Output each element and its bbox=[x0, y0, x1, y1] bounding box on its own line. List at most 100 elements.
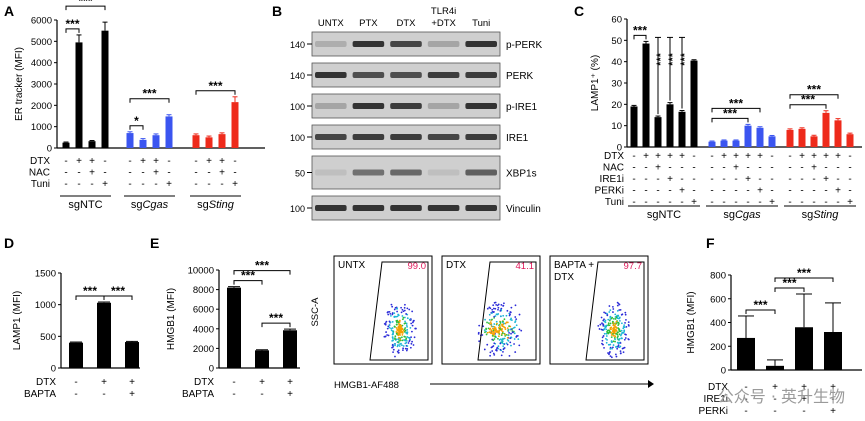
flow-dot bbox=[496, 313, 499, 316]
bar bbox=[642, 43, 650, 147]
condition-sign: + bbox=[801, 382, 807, 393]
group-label-sgcgas: sgCgas bbox=[723, 209, 761, 221]
flow-dot bbox=[403, 328, 406, 331]
y-tick-label: 0 bbox=[721, 366, 726, 377]
flow-dot bbox=[502, 345, 505, 348]
flow-plot-title: DTX bbox=[554, 272, 574, 283]
panel-letter-E: E bbox=[150, 235, 159, 251]
flow-dot bbox=[405, 340, 408, 342]
condition-sign: + bbox=[643, 151, 649, 162]
flow-dot bbox=[389, 312, 392, 315]
condition-sign: - bbox=[656, 197, 659, 208]
flow-dot bbox=[489, 351, 492, 354]
condition-sign: - bbox=[74, 389, 77, 400]
flow-dot bbox=[612, 340, 615, 343]
flow-dot bbox=[402, 347, 405, 350]
flow-dot bbox=[402, 329, 405, 332]
bar bbox=[795, 327, 813, 370]
flow-dot bbox=[616, 347, 619, 350]
bar-panel-E: 0 2000 4000 6000 8000 10000 HMGB1 (MFI) DTXBAPT… bbox=[166, 259, 300, 400]
flow-dot bbox=[598, 328, 601, 330]
condition-sign: - bbox=[770, 174, 773, 185]
flow-dot bbox=[614, 313, 617, 316]
condition-sign: - bbox=[848, 186, 851, 197]
flow-dot bbox=[411, 310, 414, 313]
flow-dot bbox=[623, 324, 626, 326]
condition-sign: - bbox=[836, 197, 839, 208]
flow-dot bbox=[510, 306, 513, 309]
flow-dot bbox=[493, 342, 496, 345]
flow-dot bbox=[406, 332, 409, 335]
condition-sign: - bbox=[102, 389, 105, 400]
bar bbox=[846, 134, 854, 147]
flow-dot bbox=[397, 349, 400, 352]
band-label: p-PERK bbox=[506, 40, 542, 51]
y-tick-label: 2000 bbox=[193, 344, 214, 355]
sig-bracket bbox=[233, 270, 291, 275]
flow-dot bbox=[622, 331, 625, 334]
flow-dot bbox=[392, 337, 394, 340]
flow-dot bbox=[618, 317, 621, 320]
flow-dot bbox=[516, 334, 519, 337]
flow-dot bbox=[614, 338, 616, 341]
bar bbox=[768, 136, 776, 147]
flow-plot-frame bbox=[549, 255, 649, 365]
flow-dot bbox=[489, 331, 492, 334]
bar bbox=[125, 342, 139, 368]
flow-gate bbox=[369, 261, 429, 361]
flow-dot bbox=[498, 331, 500, 334]
condition-sign: + bbox=[830, 382, 836, 393]
flow-dot bbox=[489, 327, 492, 330]
sig-bracket bbox=[789, 94, 839, 99]
y-tick-label: 1000 bbox=[31, 122, 52, 133]
bar bbox=[283, 330, 297, 368]
condition-sign: - bbox=[233, 156, 236, 167]
bar bbox=[737, 337, 755, 370]
panel-letter-D: D bbox=[4, 235, 14, 251]
condition-sign: - bbox=[770, 151, 773, 162]
condition-sign: - bbox=[668, 186, 671, 197]
flow-plot-title: UNTX bbox=[338, 260, 366, 271]
condition-sign: - bbox=[800, 197, 803, 208]
panel-letter-F: F bbox=[706, 235, 715, 251]
flow-dot bbox=[401, 315, 404, 317]
flow-dot bbox=[497, 306, 500, 309]
flow-dot bbox=[515, 324, 518, 327]
flow-dot bbox=[406, 331, 408, 334]
sig-bracket bbox=[711, 117, 749, 123]
y-tick-label: 10 bbox=[611, 121, 622, 132]
y-tick-label: 4000 bbox=[193, 324, 214, 335]
flow-dot bbox=[614, 323, 617, 325]
flow-dot bbox=[396, 307, 398, 310]
blot-band bbox=[390, 169, 422, 176]
flow-dot bbox=[481, 334, 484, 336]
flow-dot bbox=[494, 331, 497, 334]
condition-sign: - bbox=[232, 377, 235, 388]
flow-dot bbox=[513, 338, 516, 340]
condition-sign: - bbox=[141, 179, 144, 190]
flow-dot bbox=[390, 314, 392, 317]
flow-dot bbox=[393, 316, 396, 318]
condition-sign: - bbox=[668, 197, 671, 208]
sig-label: *** bbox=[269, 311, 283, 325]
flow-dot bbox=[493, 332, 496, 335]
condition-label-bapta: BAPTA bbox=[182, 389, 214, 400]
bar bbox=[231, 102, 239, 148]
condition-sign: - bbox=[824, 163, 827, 174]
condition-sign: - bbox=[812, 197, 815, 208]
sig-label: *** bbox=[723, 106, 737, 120]
group-label-sgntc: sgNTC bbox=[647, 209, 681, 221]
bar bbox=[786, 129, 794, 147]
condition-sign: - bbox=[746, 197, 749, 208]
flow-dot bbox=[398, 319, 401, 322]
flow-gate bbox=[585, 261, 645, 361]
flow-dot bbox=[499, 348, 502, 351]
flow-dot bbox=[391, 312, 394, 314]
flow-dot bbox=[408, 308, 411, 311]
bar bbox=[88, 141, 96, 148]
flow-dot bbox=[492, 345, 495, 347]
flow-dot bbox=[496, 304, 499, 307]
flow-dot bbox=[514, 351, 517, 353]
flow-dot bbox=[613, 324, 616, 327]
flow-dot bbox=[500, 329, 503, 332]
